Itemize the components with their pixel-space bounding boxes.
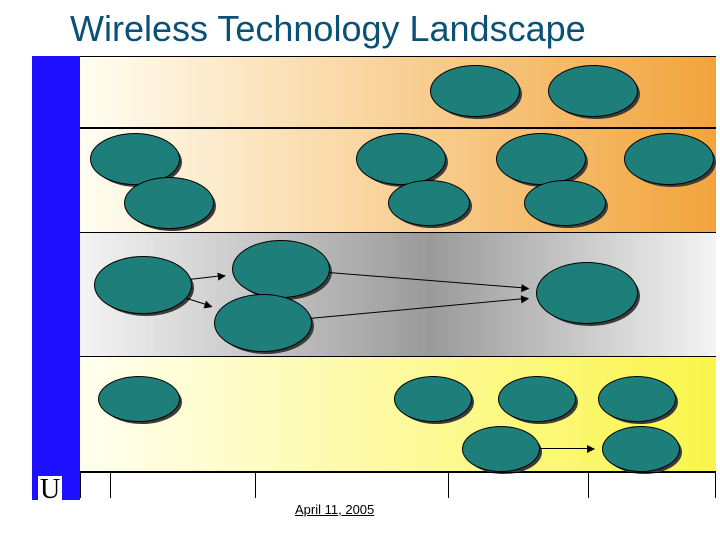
- ell-lan-6: [602, 426, 678, 470]
- ell-mid-2-face: [232, 240, 330, 298]
- ell-mid-2: [232, 240, 328, 296]
- ell-lan-5: [462, 426, 538, 470]
- ell-mid-4: [536, 262, 636, 322]
- band-lan-top-border: [80, 356, 716, 357]
- ell-top-2-face: [548, 65, 638, 117]
- ell-r2-6-face: [388, 180, 470, 226]
- band-mid-top-border: [80, 232, 716, 233]
- axis-segment-4: [588, 472, 716, 498]
- arr-l5-l6: [538, 448, 594, 449]
- page-title: Wireless Technology Landscape: [70, 8, 586, 50]
- ell-r2-4: [624, 133, 712, 183]
- axis-segment-1: [110, 472, 255, 498]
- axis-segment-end: [715, 472, 716, 498]
- ell-r2-2: [356, 133, 444, 183]
- ell-r2-4-face: [624, 133, 714, 185]
- ell-lan-2: [394, 376, 470, 420]
- u-mark: U: [38, 476, 62, 504]
- band-wan-bottom-top-border: [80, 128, 716, 129]
- ell-lan-6-face: [602, 426, 680, 472]
- band-wan-top-top-border: [80, 56, 716, 57]
- ell-top-1-face: [430, 65, 520, 117]
- ell-lan-3-face: [498, 376, 576, 422]
- ell-mid-3-face: [214, 294, 312, 352]
- ell-mid-1-face: [94, 256, 192, 314]
- ell-lan-1: [98, 376, 178, 420]
- axis-segment-0: [80, 472, 110, 498]
- ell-r2-7: [524, 180, 604, 224]
- category-column: [32, 56, 80, 500]
- ell-top-2: [548, 65, 636, 115]
- ell-r2-7-face: [524, 180, 606, 226]
- axis-segment-2: [255, 472, 448, 498]
- ell-r2-6: [388, 180, 468, 224]
- ell-mid-1: [94, 256, 190, 312]
- ell-r2-5: [124, 177, 212, 227]
- ell-lan-3: [498, 376, 574, 420]
- ell-lan-5-face: [462, 426, 540, 472]
- date-label: April 11, 2005: [295, 502, 374, 517]
- ell-mid-4-face: [536, 262, 638, 324]
- ell-top-1: [430, 65, 518, 115]
- ell-r2-1: [90, 133, 178, 183]
- ell-r2-3: [496, 133, 584, 183]
- ell-lan-2-face: [394, 376, 472, 422]
- ell-r2-2-face: [356, 133, 446, 185]
- axis-segment-3: [448, 472, 588, 498]
- ell-lan-1-face: [98, 376, 180, 422]
- ell-mid-3: [214, 294, 310, 350]
- ell-lan-4: [598, 376, 674, 420]
- ell-lan-4-face: [598, 376, 676, 422]
- ell-r2-3-face: [496, 133, 586, 185]
- ell-r2-5-face: [124, 177, 214, 229]
